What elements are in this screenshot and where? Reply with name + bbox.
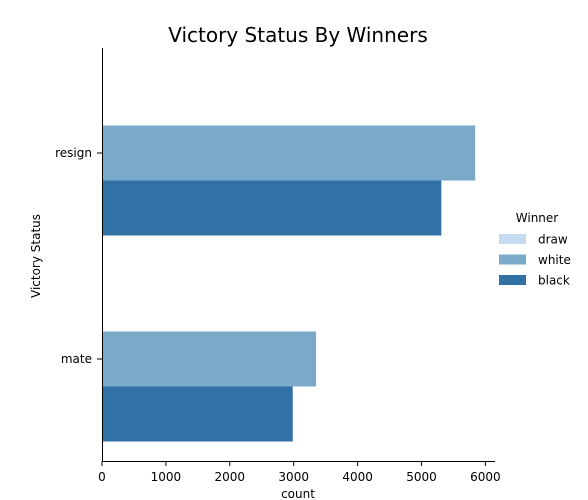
x-tick-label: 0 [98, 470, 106, 484]
x-axis-label: count [281, 487, 315, 500]
x-tick-label: 5000 [406, 470, 437, 484]
legend-label-white: white [538, 253, 571, 267]
x-tick-label: 4000 [342, 470, 373, 484]
legend-label-draw: draw [538, 233, 568, 247]
bar-mate-black [102, 386, 293, 442]
legend: Winner draw white black [499, 211, 571, 288]
legend-swatch-black [499, 275, 526, 285]
bar-resign-black [102, 180, 442, 236]
legend-label-black: black [538, 274, 570, 288]
x-tick-label: 2000 [215, 470, 246, 484]
x-tick-label: 6000 [470, 470, 501, 484]
y-tick-label-mate: mate [61, 352, 92, 366]
bars-group [102, 125, 476, 442]
x-ticks-group: 0 1000 2000 3000 4000 5000 6000 [98, 461, 501, 484]
y-ticks-group: resign mate [55, 146, 102, 366]
bar-mate-white [102, 331, 317, 387]
x-tick-label: 3000 [278, 470, 309, 484]
legend-title: Winner [516, 211, 559, 225]
chart-title: Victory Status By Winners [168, 23, 427, 47]
x-tick-label: 1000 [151, 470, 182, 484]
bar-resign-white [102, 125, 476, 181]
legend-swatch-draw [499, 234, 526, 244]
y-axis-label: Victory Status [29, 214, 43, 298]
y-tick-label-resign: resign [55, 146, 92, 160]
legend-swatch-white [499, 254, 526, 265]
